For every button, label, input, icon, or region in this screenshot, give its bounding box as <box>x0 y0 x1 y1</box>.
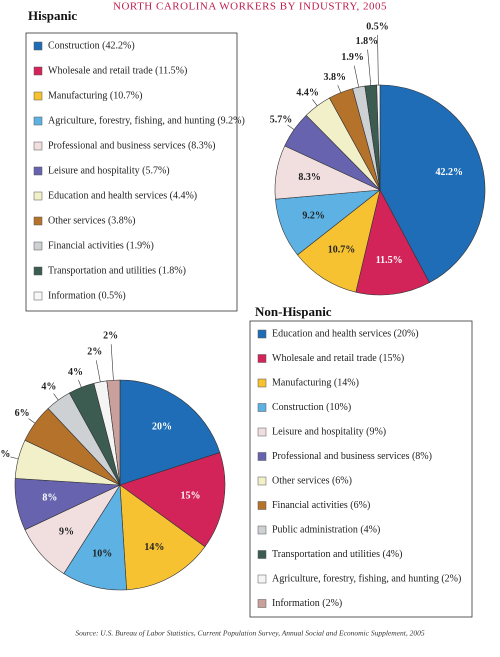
legend-swatch <box>33 191 43 201</box>
legend-box <box>25 32 238 312</box>
legend-swatch <box>257 378 267 388</box>
data-label: 14% <box>144 542 164 553</box>
legend-label: Information (2%) <box>272 598 342 609</box>
legend-swatch <box>257 403 267 412</box>
data-label: 0.5% <box>366 21 389 32</box>
data-label: 42.2% <box>436 167 464 178</box>
data-label: 2% <box>103 331 118 342</box>
data-label: 5.7% <box>270 115 293 126</box>
legend-label: Professional and business services (8%) <box>272 451 432 462</box>
legend-label: Wholesale and retail trade (11.5%) <box>48 65 187 76</box>
legend-swatch <box>33 241 43 251</box>
legend-swatch <box>33 291 43 301</box>
legend-label: Agriculture, forestry, fishing, and hunt… <box>48 115 245 126</box>
data-label: 15% <box>181 490 201 501</box>
legend-swatch <box>257 476 267 486</box>
legend-label: Information (0.5%) <box>48 290 126 301</box>
leader-line <box>110 344 114 381</box>
pie-slice <box>119 452 226 548</box>
leader-line <box>367 49 372 86</box>
legend-swatch <box>257 501 267 510</box>
pie-slice <box>106 379 121 486</box>
data-label: 20% <box>152 422 172 433</box>
legend-label: Manufacturing (14%) <box>272 377 359 388</box>
leader-line <box>10 456 19 460</box>
leader-line <box>353 65 360 88</box>
legend-swatch <box>33 41 43 51</box>
legend-label: Agriculture, forestry, fishing, and hunt… <box>272 573 461 584</box>
legend-label: Leisure and hospitality (9%) <box>272 426 386 437</box>
source-note: Source: U.S. Bureau of Labor Statistics,… <box>75 629 424 638</box>
legend-label: Education and health services (20%) <box>272 328 419 339</box>
legend-swatch <box>33 116 43 126</box>
legend-label: Construction (10%) <box>272 402 351 413</box>
leader-line <box>377 35 379 86</box>
data-label: 10.7% <box>328 244 356 255</box>
legend-swatch <box>33 266 43 276</box>
data-label: 4% <box>41 381 56 392</box>
legend-label: Education and health services (4.4%) <box>48 190 197 201</box>
legend-swatch <box>257 550 267 559</box>
pie-slice <box>297 189 381 293</box>
legend-label: Construction (42.2%) <box>48 40 135 51</box>
leader-line <box>337 85 342 93</box>
legend-label: Financial activities (1.9%) <box>48 240 154 251</box>
data-label: 6% <box>0 449 10 460</box>
data-label: 8.3% <box>298 172 321 183</box>
legend-swatch <box>257 329 267 339</box>
legend-label: Other services (3.8%) <box>48 215 135 226</box>
data-label: 4% <box>68 367 83 378</box>
pie-slice <box>119 484 206 591</box>
legend-swatch <box>257 525 267 535</box>
legend-label: Transportation and utilities (4%) <box>272 549 402 560</box>
legend-swatch <box>257 427 267 437</box>
page-title: NORTH CAROLINA WORKERS BY INDUSTRY, 2005 <box>113 1 387 13</box>
data-label: 1.9% <box>341 52 364 63</box>
legend-swatch <box>33 141 43 151</box>
legend-swatch <box>33 91 43 101</box>
data-label: 6% <box>15 408 30 419</box>
leader-line <box>53 393 59 401</box>
chart-title: Non-Hispanic <box>255 304 332 319</box>
legend-swatch <box>257 452 267 461</box>
leader-line <box>287 124 295 130</box>
leader-line <box>78 379 82 388</box>
legend-swatch <box>257 599 267 608</box>
data-label: 11.5% <box>376 255 403 266</box>
legend-swatch <box>257 354 267 363</box>
legend-box <box>249 320 473 618</box>
legend-label: Transportation and utilities (1.8%) <box>48 265 186 276</box>
data-label: 3.8% <box>324 72 347 83</box>
data-label: 10% <box>92 548 112 559</box>
legend-label: Other services (6%) <box>272 475 352 486</box>
legend-swatch <box>33 216 43 226</box>
chart-title: Hispanic <box>28 8 77 23</box>
legend-label: Professional and business services (8.3%… <box>48 140 215 151</box>
data-label: 8% <box>42 493 57 504</box>
pie-slice <box>355 189 430 296</box>
pie-slice <box>119 379 221 486</box>
data-label: 1.8% <box>356 36 379 47</box>
legend-swatch <box>33 166 43 176</box>
leader-line <box>312 99 318 107</box>
legend-swatch <box>33 66 43 76</box>
legend-swatch <box>257 574 267 584</box>
data-label: 9% <box>59 527 74 538</box>
data-label: 4.4% <box>296 87 319 98</box>
data-label: 9.2% <box>302 211 325 222</box>
legend-label: Financial activities (6%) <box>272 500 370 511</box>
leader-line <box>28 418 36 424</box>
legend-label: Manufacturing (10.7%) <box>48 90 142 101</box>
data-label: 2% <box>87 347 102 358</box>
leader-line <box>95 360 101 382</box>
legend-label: Public administration (4%) <box>272 524 380 535</box>
legend-label: Wholesale and retail trade (15%) <box>272 353 404 364</box>
pie-slice <box>379 84 486 284</box>
legend-label: Leisure and hospitality (5.7%) <box>48 165 170 176</box>
